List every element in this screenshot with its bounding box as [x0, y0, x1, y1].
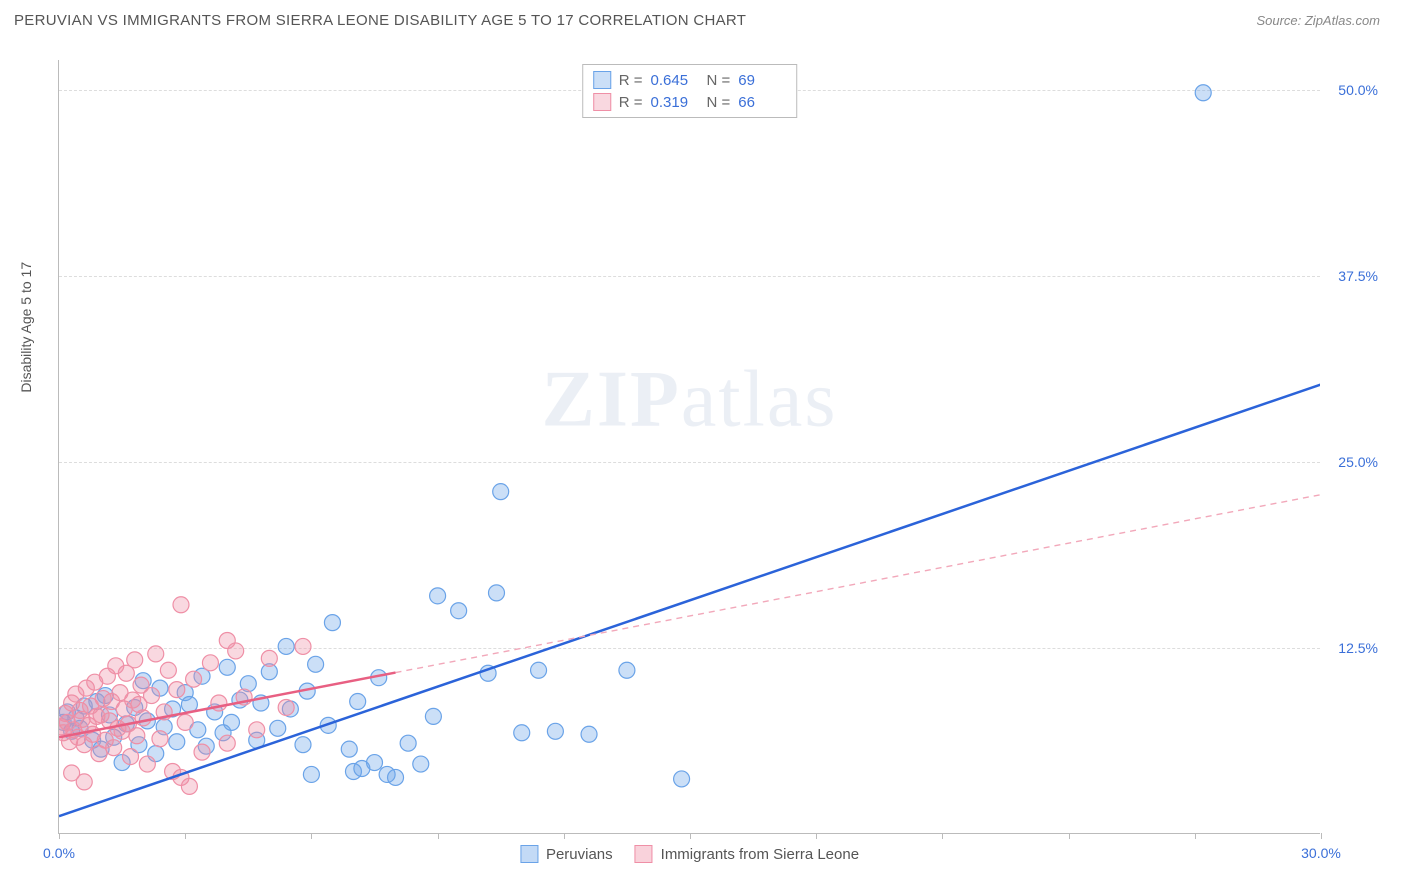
legend-item-sierra-leone: Immigrants from Sierra Leone [635, 845, 859, 863]
source-attribution: Source: ZipAtlas.com [1256, 13, 1380, 28]
x-tick [1195, 833, 1196, 839]
legend-r-label: R = [619, 72, 643, 89]
x-tick [816, 833, 817, 839]
legend-swatch [520, 845, 538, 863]
x-tick-label: 0.0% [43, 845, 75, 861]
x-tick [1069, 833, 1070, 839]
x-tick [690, 833, 691, 839]
y-axis-label: Disability Age 5 to 17 [18, 262, 34, 393]
correlation-legend: R = 0.645 N = 69 R = 0.319 N = 66 [582, 64, 798, 118]
chart-title: PERUVIAN VS IMMIGRANTS FROM SIERRA LEONE… [14, 12, 746, 29]
y-tick-label: 12.5% [1338, 640, 1378, 656]
legend-row-peruvians: R = 0.645 N = 69 [593, 69, 787, 91]
y-tick-label: 50.0% [1338, 82, 1378, 98]
x-tick [59, 833, 60, 839]
header: PERUVIAN VS IMMIGRANTS FROM SIERRA LEONE… [0, 0, 1406, 37]
legend-row-sierra-leone: R = 0.319 N = 66 [593, 91, 787, 113]
legend-n-label: N = [707, 94, 731, 111]
plot-area: ZIPatlas R = 0.645 N = 69 R = 0.319 N = … [58, 60, 1320, 834]
legend-r-value: 0.645 [651, 72, 699, 89]
x-tick [185, 833, 186, 839]
series-legend: Peruvians Immigrants from Sierra Leone [520, 845, 859, 863]
legend-n-label: N = [707, 72, 731, 89]
x-tick [564, 833, 565, 839]
legend-swatch [593, 71, 611, 89]
x-tick [1321, 833, 1322, 839]
x-tick-label: 30.0% [1301, 845, 1341, 861]
legend-swatch [593, 93, 611, 111]
scatter-svg [59, 60, 1320, 833]
x-tick [311, 833, 312, 839]
legend-n-value: 66 [738, 94, 786, 111]
legend-label: Peruvians [546, 846, 613, 863]
y-tick-label: 37.5% [1338, 268, 1378, 284]
x-tick [438, 833, 439, 839]
legend-label: Immigrants from Sierra Leone [661, 846, 859, 863]
x-tick [942, 833, 943, 839]
legend-swatch [635, 845, 653, 863]
legend-r-label: R = [619, 94, 643, 111]
legend-r-value: 0.319 [651, 94, 699, 111]
y-tick-label: 25.0% [1338, 454, 1378, 470]
legend-n-value: 69 [738, 72, 786, 89]
legend-item-peruvians: Peruvians [520, 845, 613, 863]
chart-container: Disability Age 5 to 17 ZIPatlas R = 0.64… [38, 50, 1378, 850]
